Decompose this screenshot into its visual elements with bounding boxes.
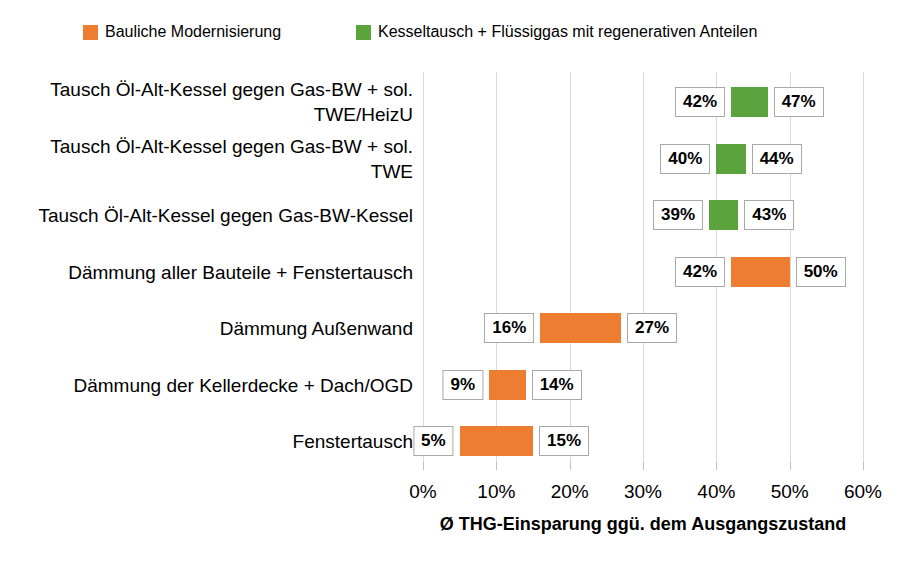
gridline xyxy=(496,72,497,462)
bar-low-value-label: 42% xyxy=(675,87,725,117)
bar-high-value-label: 47% xyxy=(774,87,824,117)
range-bar xyxy=(540,313,621,343)
bar-low-value-label: 39% xyxy=(653,200,703,230)
bar-low-value-label: 16% xyxy=(484,313,534,343)
gridline xyxy=(570,72,571,462)
range-bar-chart: Bauliche Modernisierung Kesseltausch + F… xyxy=(0,0,900,563)
axis-tick-mark xyxy=(863,462,864,470)
category-label: Dämmung der Kellerdecke + Dach/OGD xyxy=(5,372,413,397)
category-label: Fenstertausch xyxy=(5,429,413,454)
category-label: Dämmung aller Bauteile + Fenstertausch xyxy=(5,259,413,284)
range-bar xyxy=(460,426,533,456)
range-bar xyxy=(716,144,745,174)
axis-tick-mark xyxy=(790,462,791,470)
x-axis-title: Ø THG-Einsparung ggü. dem Ausgangszustan… xyxy=(423,512,863,536)
bar-high-value-label: 14% xyxy=(532,370,582,400)
axis-tick-mark xyxy=(570,462,571,470)
bar-high-value-label: 15% xyxy=(539,426,589,456)
category-label: Dämmung Außenwand xyxy=(5,316,413,341)
legend-item-kesseltausch: Kesseltausch + Flüssiggas mit regenerati… xyxy=(356,22,757,42)
legend-swatch-green-icon xyxy=(356,25,371,40)
legend-label: Bauliche Modernisierung xyxy=(105,22,281,42)
range-bar xyxy=(731,257,790,287)
axis-tick-mark xyxy=(496,462,497,470)
bar-low-value-label: 5% xyxy=(413,426,454,456)
gridline xyxy=(643,72,644,462)
bar-low-value-label: 42% xyxy=(675,257,725,287)
gridline xyxy=(863,72,864,462)
bar-high-value-label: 43% xyxy=(744,200,794,230)
range-bar xyxy=(709,200,738,230)
category-label: Tausch Öl-Alt-Kessel gegen Gas-BW + sol.… xyxy=(5,77,413,127)
bar-high-value-label: 44% xyxy=(752,144,802,174)
x-tick-label: 50% xyxy=(771,481,809,503)
category-label: Tausch Öl-Alt-Kessel gegen Gas-BW + sol.… xyxy=(5,134,413,184)
axis-tick-mark xyxy=(716,462,717,470)
bar-low-value-label: 9% xyxy=(442,370,483,400)
category-label: Tausch Öl-Alt-Kessel gegen Gas-BW-Kessel xyxy=(5,203,413,228)
bar-low-value-label: 40% xyxy=(660,144,710,174)
x-tick-label: 60% xyxy=(844,481,882,503)
legend-item-bauliche-modernisierung: Bauliche Modernisierung xyxy=(83,22,281,42)
axis-tick-mark xyxy=(643,462,644,470)
range-bar xyxy=(489,370,526,400)
legend-swatch-orange-icon xyxy=(83,25,98,40)
gridline xyxy=(423,72,424,462)
x-tick-label: 40% xyxy=(697,481,735,503)
x-tick-label: 0% xyxy=(409,481,436,503)
legend-label: Kesseltausch + Flüssiggas mit regenerati… xyxy=(378,22,757,42)
bar-high-value-label: 27% xyxy=(627,313,677,343)
x-tick-label: 10% xyxy=(477,481,515,503)
range-bar xyxy=(731,87,768,117)
x-tick-label: 20% xyxy=(551,481,589,503)
axis-tick-mark xyxy=(423,462,424,470)
gridline xyxy=(790,72,791,462)
x-tick-label: 30% xyxy=(624,481,662,503)
bar-high-value-label: 50% xyxy=(796,257,846,287)
